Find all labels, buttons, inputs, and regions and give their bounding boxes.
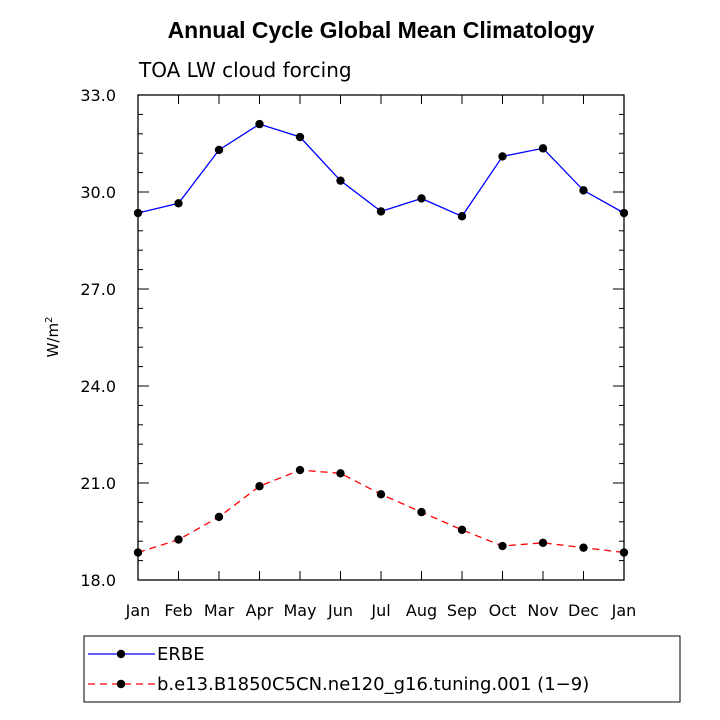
legend-marker-1 xyxy=(116,649,126,659)
x-tick-label: Jan xyxy=(125,601,151,620)
y-tick-label: 18.0 xyxy=(80,571,116,590)
y-tick-label: 24.0 xyxy=(80,377,116,396)
series-2-point xyxy=(457,525,467,535)
series-1-point xyxy=(417,194,426,203)
series-2-point xyxy=(376,490,386,499)
series-2-point xyxy=(538,538,548,548)
x-tick-label: Jul xyxy=(370,601,390,620)
legend-marker-2 xyxy=(116,679,126,689)
series-layer xyxy=(133,119,629,557)
series-1-point xyxy=(336,176,345,185)
series-2-point xyxy=(255,482,264,491)
x-tick-label: Apr xyxy=(246,601,274,620)
y-axis-label-text: W/m xyxy=(44,323,62,358)
x-tick-label: Oct xyxy=(489,601,517,620)
y-tick-label: 21.0 xyxy=(80,474,116,493)
series-2-point xyxy=(133,548,143,557)
series-1-point xyxy=(538,144,548,153)
series-2-point xyxy=(579,543,588,552)
x-tick-label: Aug xyxy=(406,601,437,620)
x-tick-label: Feb xyxy=(164,601,192,620)
axes-layer: Jan Feb Mar Apr May Jun Jul Aug Sep Oct Nov Dec Jan 1… xyxy=(80,86,636,620)
x-tick-label: Nov xyxy=(527,601,558,620)
series-1-point xyxy=(498,152,507,161)
x-tick-label: May xyxy=(283,601,316,620)
legend-box xyxy=(83,635,681,703)
series-1-point xyxy=(133,208,143,218)
chart-title: Annual Cycle Global Mean Climatology xyxy=(168,17,595,43)
series-1-point xyxy=(255,119,264,129)
legend-label-1: ERBE xyxy=(157,644,205,665)
y-tick-label: 33.0 xyxy=(80,86,116,105)
series-2-point xyxy=(214,512,224,522)
x-tick-label: Jan xyxy=(611,601,637,620)
series-2-point xyxy=(174,535,183,544)
series-2-point xyxy=(619,548,629,557)
x-tick-label: Jun xyxy=(327,601,353,620)
series-1-point xyxy=(174,199,183,208)
series-1-point xyxy=(214,145,224,155)
series-2-point xyxy=(295,465,305,475)
series-1-point xyxy=(619,208,629,218)
legend: ERBE b.e13.B1850C5CN.ne120_g16.tuning.001… xyxy=(88,644,589,695)
y-axis-label: W/m2 xyxy=(44,317,62,358)
x-tick-label: Sep xyxy=(447,601,477,620)
x-tick-label: Dec xyxy=(568,601,599,620)
y-tick-label: 27.0 xyxy=(80,280,116,299)
x-tick-label: Mar xyxy=(204,601,235,620)
plot-frame xyxy=(137,94,625,581)
y-axis-label-superscript: 2 xyxy=(44,317,55,323)
series-1-point xyxy=(376,207,386,216)
series-line-1 xyxy=(137,123,625,218)
legend-label-2: b.e13.B1850C5CN.ne120_g16.tuning.001 (1−… xyxy=(157,674,589,695)
series-2-point xyxy=(417,507,426,517)
y-tick-label: 30.0 xyxy=(80,183,116,202)
series-1-point xyxy=(457,212,467,221)
series-1-point xyxy=(295,132,305,142)
series-line-2 xyxy=(137,469,625,554)
series-2-point xyxy=(498,541,507,551)
series-2-point xyxy=(336,469,345,478)
chart-subtitle: TOA LW cloud forcing xyxy=(138,58,352,82)
series-1-point xyxy=(579,186,588,195)
